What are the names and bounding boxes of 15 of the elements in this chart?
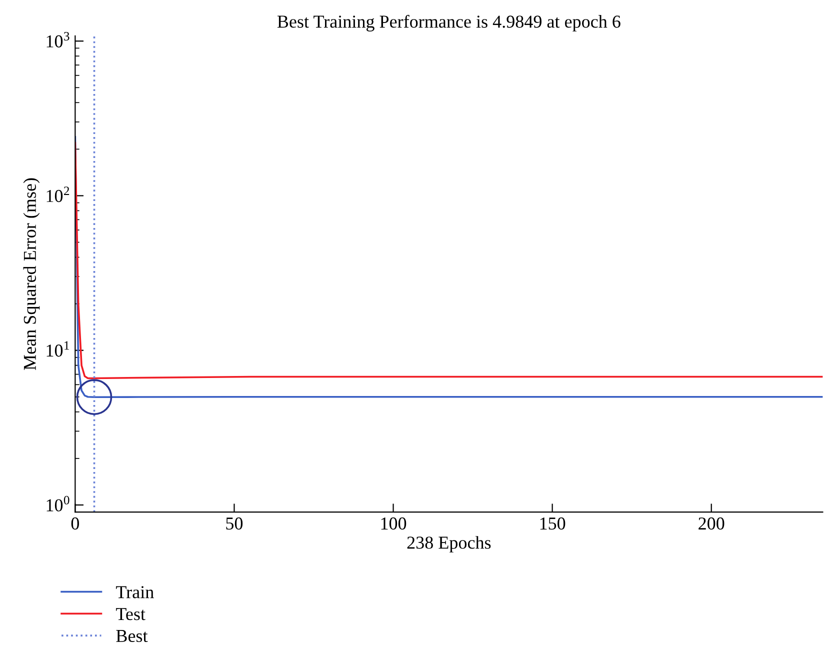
legend-label: Test — [116, 608, 146, 620]
x-tick-label: 0 — [71, 517, 79, 530]
x-tick-label: 150 — [540, 517, 566, 530]
x-tick-label: 200 — [698, 517, 724, 530]
legend-label: Train — [116, 586, 154, 598]
y-axis-title: Mean Squared Error (mse) — [23, 178, 40, 370]
y-tick-label: 10$^{3}$ — [46, 32, 70, 48]
x-tick-label: 50 — [226, 517, 243, 530]
y-tick-label: 10$^{1}$ — [46, 341, 69, 357]
chart-title: Best Training Performance is 4.9849 at epoch 6 — [277, 14, 620, 32]
y-tick-label: 10$^{0}$ — [46, 496, 70, 512]
x-axis-title: 238 Epochs — [407, 536, 491, 552]
legend-label: Best — [116, 630, 148, 642]
y-tick-label: 10$^{2}$ — [46, 186, 70, 202]
x-tick-label: 100 — [381, 517, 406, 530]
